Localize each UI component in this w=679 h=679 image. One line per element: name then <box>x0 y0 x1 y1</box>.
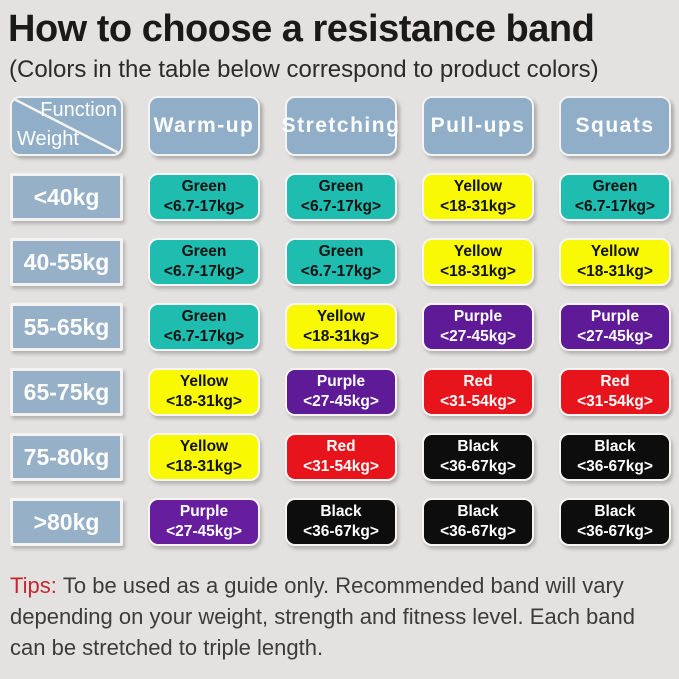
tips-text: To be used as a guide only. Recommended … <box>10 573 635 661</box>
weight-label-row-1: <40kg <box>10 173 123 221</box>
band-cell: Red <31-54kg> <box>285 433 397 481</box>
column-header-pull-ups: Pull-ups <box>422 96 534 156</box>
band-range: <31-54kg> <box>577 393 653 410</box>
band-range: <6.7-17kg> <box>163 263 245 280</box>
band-name: Black <box>594 437 636 455</box>
band-name: Purple <box>179 502 229 520</box>
band-name: Yellow <box>453 242 503 260</box>
band-name: Green <box>181 307 227 325</box>
band-name: Yellow <box>590 242 640 260</box>
band-name: Red <box>326 437 356 455</box>
band-cell: Purple <27-45kg> <box>559 303 671 351</box>
band-cell: Red <31-54kg> <box>422 368 534 416</box>
band-cell: Purple <27-45kg> <box>148 498 260 546</box>
diagonal-divider <box>12 98 121 154</box>
weight-label-row-3: 55-65kg <box>10 303 123 351</box>
band-cell: Black <36-67kg> <box>559 433 671 481</box>
band-name: Purple <box>590 307 640 325</box>
band-range: <36-67kg> <box>303 523 379 540</box>
corner-cell-function-weight: Function Weight <box>10 96 123 156</box>
corner-function-label: Function <box>40 99 117 121</box>
band-name: Red <box>600 372 630 390</box>
band-range: <36-67kg> <box>440 458 516 475</box>
band-cell: Black <36-67kg> <box>422 433 534 481</box>
band-range: <31-54kg> <box>440 393 516 410</box>
band-range: <6.7-17kg> <box>300 263 382 280</box>
band-cell: Green <6.7-17kg> <box>285 173 397 221</box>
band-name: Green <box>318 177 364 195</box>
band-name: Green <box>181 177 227 195</box>
column-header-warm-up: Warm-up <box>148 96 260 156</box>
weight-label-row-6: >80kg <box>10 498 123 546</box>
band-cell: Green <6.7-17kg> <box>148 173 260 221</box>
weight-label-row-5: 75-80kg <box>10 433 123 481</box>
band-range: <18-31kg> <box>303 328 379 345</box>
band-name: Yellow <box>453 177 503 195</box>
band-range: <18-31kg> <box>577 263 653 280</box>
band-name: Green <box>592 177 638 195</box>
band-cell: Purple <27-45kg> <box>422 303 534 351</box>
band-range: <31-54kg> <box>303 458 379 475</box>
band-cell: Black <36-67kg> <box>422 498 534 546</box>
band-name: Green <box>181 242 227 260</box>
page-title: How to choose a resistance band <box>8 8 595 50</box>
band-cell: Red <31-54kg> <box>559 368 671 416</box>
corner-weight-label: Weight <box>17 128 79 150</box>
band-cell: Yellow <18-31kg> <box>422 173 534 221</box>
band-range: <27-45kg> <box>303 393 379 410</box>
band-range: <6.7-17kg> <box>163 328 245 345</box>
band-name: Yellow <box>316 307 366 325</box>
band-table: Function Weight Warm-up Stretching Pull-… <box>0 84 679 546</box>
page-subtitle: (Colors in the table below correspond to… <box>9 56 599 83</box>
band-cell: Yellow <18-31kg> <box>285 303 397 351</box>
band-range: <18-31kg> <box>440 263 516 280</box>
tips-note: Tips: To be used as a guide only. Recomme… <box>0 546 679 664</box>
band-range: <6.7-17kg> <box>574 198 656 215</box>
band-cell: Green <6.7-17kg> <box>148 238 260 286</box>
band-range: <18-31kg> <box>166 458 242 475</box>
tips-label: Tips: <box>10 573 57 598</box>
band-name: Yellow <box>179 372 229 390</box>
band-range: <36-67kg> <box>577 523 653 540</box>
band-cell: Purple <27-45kg> <box>285 368 397 416</box>
band-cell: Yellow <18-31kg> <box>148 368 260 416</box>
band-range: <27-45kg> <box>577 328 653 345</box>
band-cell: Yellow <18-31kg> <box>422 238 534 286</box>
band-name: Black <box>457 437 499 455</box>
band-cell: Yellow <18-31kg> <box>148 433 260 481</box>
band-range: <36-67kg> <box>577 458 653 475</box>
column-header-stretching: Stretching <box>282 96 399 156</box>
band-name: Purple <box>316 372 366 390</box>
band-range: <27-45kg> <box>166 523 242 540</box>
band-name: Purple <box>453 307 503 325</box>
band-cell: Yellow <18-31kg> <box>559 238 671 286</box>
band-range: <18-31kg> <box>440 198 516 215</box>
band-range: <27-45kg> <box>440 328 516 345</box>
weight-label-row-2: 40-55kg <box>10 238 123 286</box>
band-cell: Green <6.7-17kg> <box>559 173 671 221</box>
band-cell: Green <6.7-17kg> <box>285 238 397 286</box>
band-name: Black <box>594 502 636 520</box>
column-header-squats: Squats <box>559 96 671 156</box>
band-range: <6.7-17kg> <box>300 198 382 215</box>
band-name: Black <box>320 502 362 520</box>
band-cell: Black <36-67kg> <box>285 498 397 546</box>
weight-label-row-4: 65-75kg <box>10 368 123 416</box>
band-range: <36-67kg> <box>440 523 516 540</box>
band-name: Black <box>457 502 499 520</box>
band-cell: Green <6.7-17kg> <box>148 303 260 351</box>
band-name: Green <box>318 242 364 260</box>
band-name: Red <box>463 372 493 390</box>
band-name: Yellow <box>179 437 229 455</box>
band-range: <18-31kg> <box>166 393 242 410</box>
band-cell: Black <36-67kg> <box>559 498 671 546</box>
band-range: <6.7-17kg> <box>163 198 245 215</box>
